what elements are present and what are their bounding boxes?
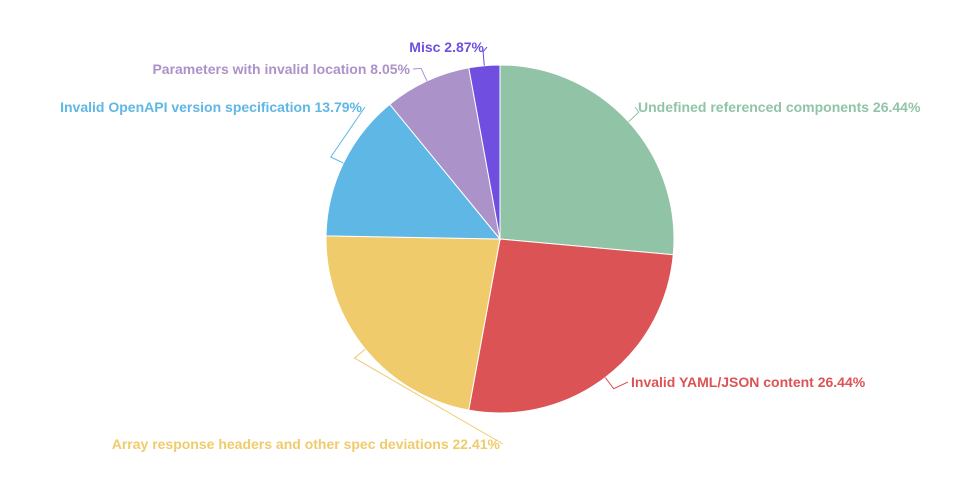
leader-line-misc bbox=[482, 46, 488, 66]
leader-line-invalid-yaml-json-content bbox=[604, 377, 629, 390]
leader-line-invalid-openapi-version-specification bbox=[330, 106, 366, 164]
leader-line-undefined-referenced-components bbox=[628, 106, 640, 123]
slice-label-invalid-openapi-version-specification: Invalid OpenAPI version specification 13… bbox=[60, 99, 362, 115]
pie-slice-misc[interactable] bbox=[468, 64, 501, 240]
leader-line-parameters-with-invalid-location bbox=[412, 67, 428, 82]
slices-layer bbox=[325, 64, 675, 414]
leader-line-array-response-headers-and-other-spec-deviations bbox=[353, 348, 504, 445]
slice-label-parameters-with-invalid-location: Parameters with invalid location 8.05% bbox=[152, 61, 410, 77]
slice-label-misc: Misc 2.87% bbox=[409, 39, 484, 55]
labels-layer: Undefined referenced components 26.44% In… bbox=[60, 39, 921, 452]
pie-slice-invalid-openapi-version-specification[interactable] bbox=[325, 103, 502, 240]
slice-label-undefined-referenced-components: Undefined referenced components 26.44% bbox=[638, 99, 921, 115]
slice-label-array-response-headers-and-other-spec-deviations: Array response headers and other spec de… bbox=[112, 436, 501, 452]
pie-slice-array-response-headers-and-other-spec-deviations[interactable] bbox=[325, 235, 501, 411]
pie-slice-invalid-yaml-json-content[interactable] bbox=[468, 238, 674, 414]
leader-lines-layer bbox=[330, 46, 640, 445]
pie-slice-undefined-referenced-components[interactable] bbox=[499, 64, 675, 256]
slice-label-invalid-yaml-json-content: Invalid YAML/JSON content 26.44% bbox=[631, 374, 866, 390]
pie-slice-parameters-with-invalid-location[interactable] bbox=[389, 67, 501, 241]
